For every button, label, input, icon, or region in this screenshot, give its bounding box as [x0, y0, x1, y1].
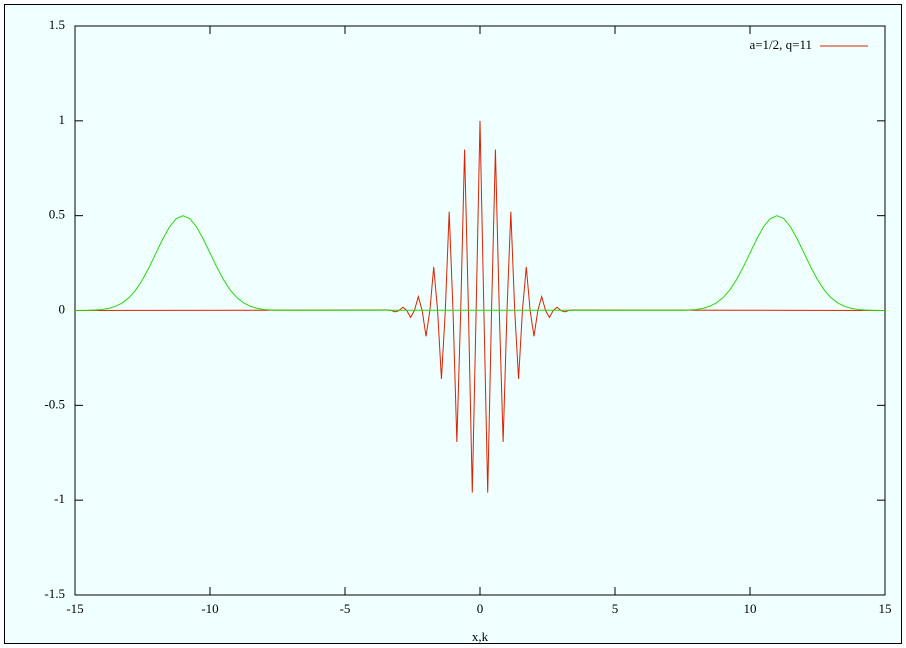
x-tick-label: -15 — [66, 601, 83, 616]
y-tick-label: 0 — [59, 301, 66, 316]
x-tick-label: 10 — [744, 601, 757, 616]
y-tick-label: 1.5 — [49, 17, 65, 32]
y-tick-label: -1.5 — [44, 586, 65, 601]
x-tick-label: 15 — [879, 601, 892, 616]
y-tick-label: 1 — [59, 112, 66, 127]
x-tick-label: -10 — [201, 601, 218, 616]
x-tick-label: 0 — [477, 601, 484, 616]
y-tick-label: -1 — [54, 491, 65, 506]
x-tick-label: 5 — [612, 601, 619, 616]
y-tick-label: -0.5 — [44, 396, 65, 411]
data-line — [74, 215, 886, 311]
x-axis-label: x,k — [472, 629, 489, 644]
x-tick-label: -5 — [340, 601, 351, 616]
data-line — [74, 120, 886, 493]
legend-label: a=1/2, q=11 — [749, 37, 812, 52]
y-tick-label: 0.5 — [49, 207, 65, 222]
